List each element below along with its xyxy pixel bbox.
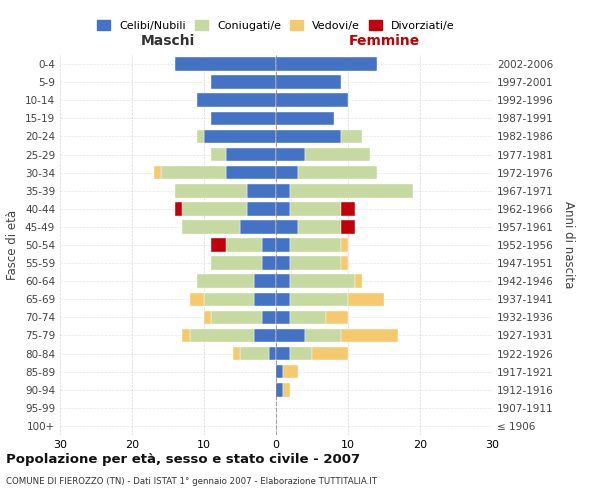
Bar	[197, 94, 276, 107]
Bar	[290, 347, 312, 360]
Bar	[211, 76, 276, 89]
Bar	[276, 292, 290, 306]
Bar	[276, 202, 290, 215]
Text: Maschi: Maschi	[141, 34, 195, 48]
Bar	[276, 94, 348, 107]
Bar	[161, 166, 226, 179]
Bar	[298, 166, 377, 179]
Bar	[182, 328, 190, 342]
Bar	[233, 347, 240, 360]
Bar	[226, 148, 276, 162]
Bar	[240, 220, 276, 234]
Bar	[276, 76, 341, 89]
Bar	[276, 58, 377, 71]
Bar	[290, 274, 355, 288]
Bar	[254, 292, 276, 306]
Bar	[276, 365, 283, 378]
Bar	[305, 328, 341, 342]
Bar	[175, 184, 247, 198]
Bar	[226, 238, 262, 252]
Bar	[290, 292, 348, 306]
Bar	[254, 274, 276, 288]
Bar	[290, 202, 341, 215]
Bar	[175, 202, 182, 215]
Bar	[276, 184, 290, 198]
Bar	[204, 292, 254, 306]
Bar	[240, 347, 269, 360]
Bar	[326, 310, 348, 324]
Bar	[348, 292, 384, 306]
Bar	[204, 310, 211, 324]
Bar	[341, 220, 355, 234]
Bar	[276, 238, 290, 252]
Bar	[154, 166, 161, 179]
Text: COMUNE DI FIEROZZO (TN) - Dati ISTAT 1° gennaio 2007 - Elaborazione TUTTITALIA.I: COMUNE DI FIEROZZO (TN) - Dati ISTAT 1° …	[6, 478, 377, 486]
Bar	[341, 130, 362, 143]
Bar	[341, 202, 355, 215]
Legend: Celibi/Nubili, Coniugati/e, Vedovi/e, Divorziati/e: Celibi/Nubili, Coniugati/e, Vedovi/e, Di…	[94, 17, 458, 34]
Bar	[211, 148, 226, 162]
Bar	[247, 202, 276, 215]
Bar	[197, 130, 204, 143]
Bar	[290, 310, 326, 324]
Bar	[341, 328, 398, 342]
Y-axis label: Fasce di età: Fasce di età	[7, 210, 19, 280]
Bar	[182, 202, 247, 215]
Bar	[276, 256, 290, 270]
Bar	[276, 148, 305, 162]
Text: Popolazione per età, sesso e stato civile - 2007: Popolazione per età, sesso e stato civil…	[6, 452, 360, 466]
Bar	[190, 328, 254, 342]
Bar	[290, 256, 341, 270]
Bar	[211, 310, 262, 324]
Bar	[254, 328, 276, 342]
Bar	[276, 166, 298, 179]
Bar	[211, 112, 276, 125]
Bar	[276, 310, 290, 324]
Bar	[276, 328, 305, 342]
Y-axis label: Anni di nascita: Anni di nascita	[562, 202, 575, 288]
Bar	[276, 220, 298, 234]
Bar	[290, 184, 413, 198]
Bar	[276, 347, 290, 360]
Text: Femmine: Femmine	[349, 34, 419, 48]
Bar	[305, 148, 370, 162]
Bar	[276, 383, 283, 396]
Bar	[283, 365, 298, 378]
Bar	[298, 220, 341, 234]
Bar	[341, 256, 348, 270]
Bar	[182, 220, 240, 234]
Bar	[276, 112, 334, 125]
Bar	[341, 238, 348, 252]
Bar	[290, 238, 341, 252]
Bar	[204, 130, 276, 143]
Bar	[269, 347, 276, 360]
Bar	[211, 256, 262, 270]
Bar	[312, 347, 348, 360]
Bar	[175, 58, 276, 71]
Bar	[226, 166, 276, 179]
Bar	[262, 238, 276, 252]
Bar	[355, 274, 362, 288]
Bar	[197, 274, 254, 288]
Bar	[283, 383, 290, 396]
Bar	[247, 184, 276, 198]
Bar	[276, 274, 290, 288]
Bar	[262, 310, 276, 324]
Bar	[211, 238, 226, 252]
Bar	[190, 292, 204, 306]
Bar	[262, 256, 276, 270]
Bar	[276, 130, 341, 143]
